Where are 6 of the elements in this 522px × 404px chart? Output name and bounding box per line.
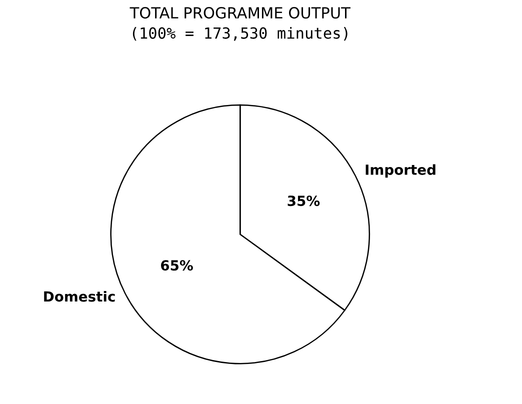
data-label: 35% (288, 196, 320, 206)
chart-title: TOTAL PROGRAMME OUTPUT (130, 7, 350, 19)
slice-label: Domestic (44, 290, 115, 302)
slice-label: Imported (366, 164, 436, 178)
data-label: 65% (161, 260, 193, 271)
chart-subtitle: (100% = 173,530 minutes) (132, 26, 348, 41)
